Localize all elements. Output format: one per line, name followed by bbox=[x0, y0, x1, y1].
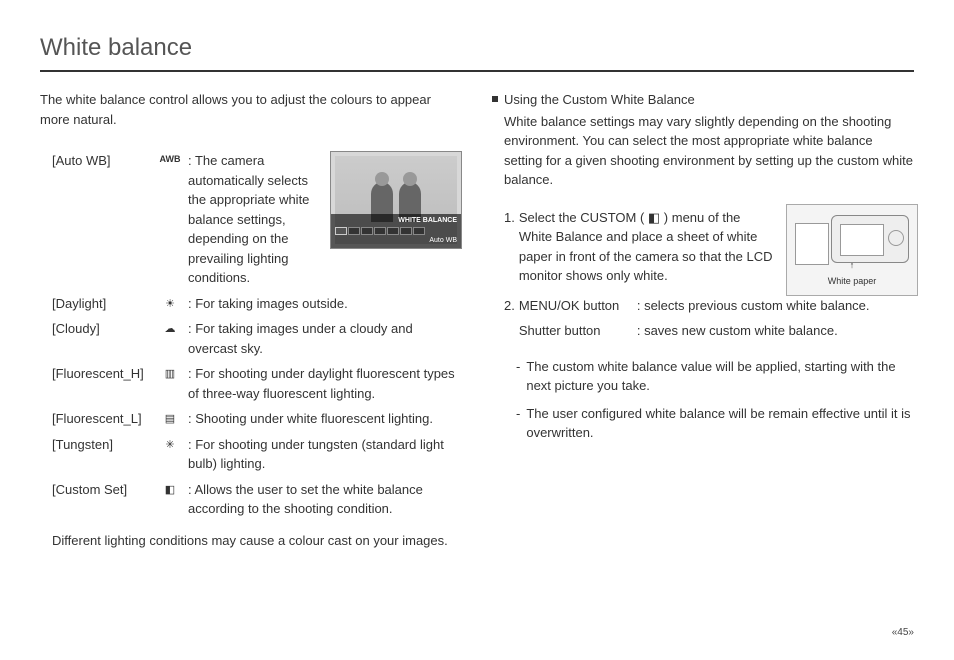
note-text: The custom white balance value will be a… bbox=[526, 357, 914, 396]
wb-label-auto: [Auto WB] bbox=[52, 151, 152, 171]
menu-ok-button-label: MENU/OK button bbox=[519, 296, 637, 316]
note-item: - The user configured white balance will… bbox=[516, 404, 914, 443]
wb-label: [Daylight] bbox=[52, 294, 152, 314]
wb-desc: : For shooting under tungsten (standard … bbox=[188, 435, 462, 474]
dash-icon: - bbox=[516, 357, 520, 396]
fluorescent-l-icon: ▤ bbox=[156, 409, 184, 428]
wb-row-fluorescent-l: [Fluorescent_L] ▤ : Shooting under white… bbox=[52, 409, 462, 429]
custom-wb-heading: Using the Custom White Balance bbox=[504, 90, 914, 110]
wb-label: [Fluorescent_H] bbox=[52, 364, 152, 384]
right-column: Using the Custom White Balance White bal… bbox=[492, 90, 914, 550]
camera-lcd-preview: WHITE BALANCE Auto WB bbox=[330, 151, 462, 249]
fluorescent-h-icon: ▥ bbox=[156, 364, 184, 383]
bullet-icon bbox=[492, 96, 498, 102]
page-title: White balance bbox=[40, 30, 914, 72]
colour-cast-note: Different lighting conditions may cause … bbox=[52, 531, 462, 551]
custom-wb-body: White balance settings may vary slightly… bbox=[504, 112, 914, 190]
wb-desc: : For taking images outside. bbox=[188, 294, 462, 314]
step-1: 1. Select the CUSTOM ( ◧ ) menu of the W… bbox=[504, 208, 914, 286]
wb-desc: : Shooting under white fluorescent light… bbox=[188, 409, 462, 429]
page-number: «45» bbox=[892, 625, 914, 640]
shutter-button-label: Shutter button bbox=[519, 321, 637, 341]
wb-modes-table: [Auto WB] AWB : The camera automatically… bbox=[52, 151, 462, 519]
wb-row-auto: [Auto WB] AWB : The camera automatically… bbox=[52, 151, 462, 288]
white-paper-label: White paper bbox=[787, 275, 917, 289]
wb-desc: : For taking images under a cloudy and o… bbox=[188, 319, 462, 358]
wb-row-custom: [Custom Set] ◧ : Allows the user to set … bbox=[52, 480, 462, 519]
daylight-icon: ☀ bbox=[156, 294, 184, 313]
step-number: 1. bbox=[504, 208, 515, 228]
custom-icon: ◧ bbox=[156, 480, 184, 499]
camera-body-icon bbox=[831, 215, 909, 263]
wb-desc: : For shooting under daylight fluorescen… bbox=[188, 364, 462, 403]
note-text: The user configured white balance will b… bbox=[526, 404, 914, 443]
wb-label: [Cloudy] bbox=[52, 319, 152, 339]
preview-wb-label: WHITE BALANCE bbox=[335, 216, 457, 227]
wb-label: [Custom Set] bbox=[52, 480, 152, 500]
white-paper-icon bbox=[795, 223, 829, 265]
tungsten-icon: ✳ bbox=[156, 435, 184, 454]
arrow-up-icon: ↑ bbox=[850, 259, 855, 273]
note-item: - The custom white balance value will be… bbox=[516, 357, 914, 396]
left-column: The white balance control allows you to … bbox=[40, 90, 462, 550]
wb-label: [Tungsten] bbox=[52, 435, 152, 455]
wb-row-tungsten: [Tungsten] ✳ : For shooting under tungst… bbox=[52, 435, 462, 474]
wb-row-cloudy: [Cloudy] ☁ : For taking images under a c… bbox=[52, 319, 462, 358]
awb-icon: AWB bbox=[156, 151, 184, 167]
wb-label: [Fluorescent_L] bbox=[52, 409, 152, 429]
cloudy-icon: ☁ bbox=[156, 319, 184, 338]
wb-row-daylight: [Daylight] ☀ : For taking images outside… bbox=[52, 294, 462, 314]
shutter-desc: : saves new custom white balance. bbox=[637, 321, 838, 341]
dash-icon: - bbox=[516, 404, 520, 443]
step-2: 2. MENU/OK button : selects previous cus… bbox=[504, 296, 914, 347]
intro-text: The white balance control allows you to … bbox=[40, 90, 462, 129]
camera-illustration: ↑ White paper bbox=[786, 204, 918, 296]
step-number: 2. bbox=[504, 296, 515, 316]
menu-ok-desc: : selects previous custom white balance. bbox=[637, 296, 870, 316]
preview-wb-sub: Auto WB bbox=[335, 236, 457, 247]
wb-row-fluorescent-h: [Fluorescent_H] ▥ : For shooting under d… bbox=[52, 364, 462, 403]
wb-desc: : Allows the user to set the white balan… bbox=[188, 480, 462, 519]
